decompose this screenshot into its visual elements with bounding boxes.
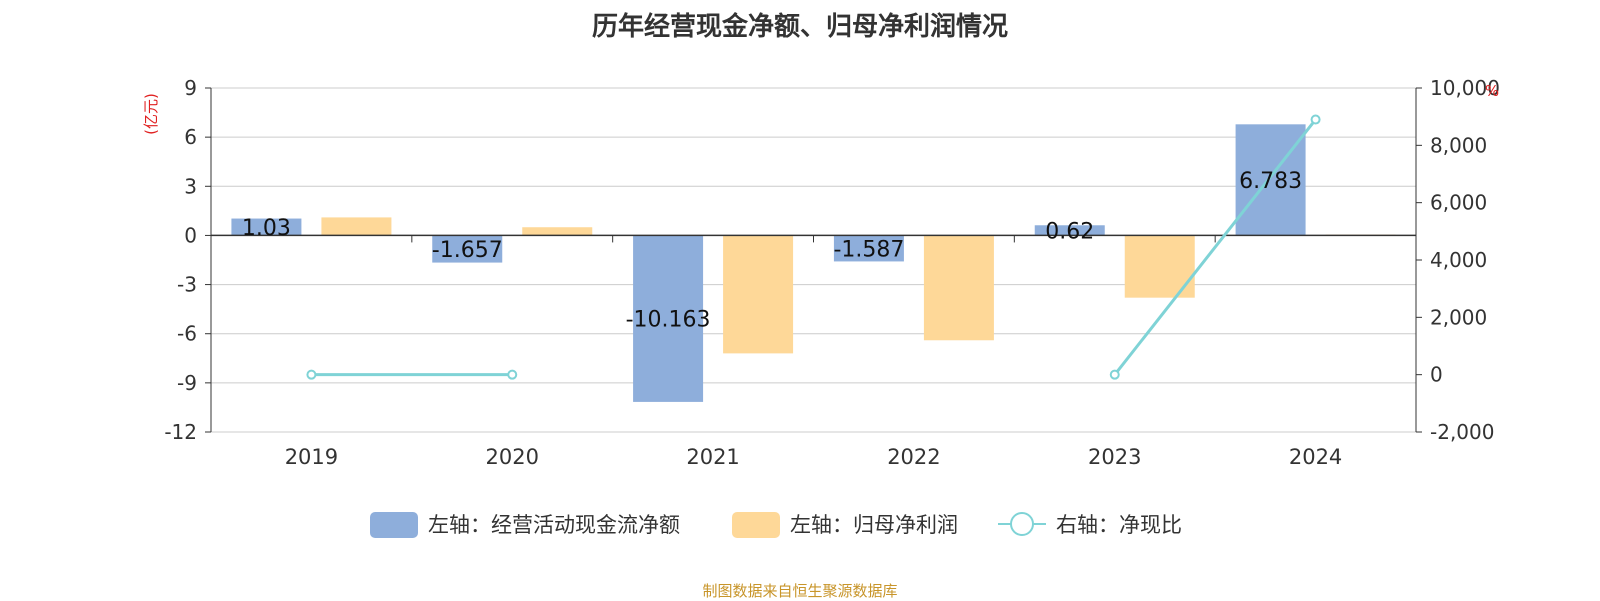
right-tick-label: 8,000 [1430,133,1487,157]
category-label: 2023 [1088,445,1141,469]
legend: 左轴：经营活动现金流净额 左轴：归母净利润 右轴：净现比 [370,512,1182,538]
right-tick-label: -2,000 [1430,420,1494,444]
left-tick-label: 6 [184,125,197,149]
category-label: 2022 [887,445,940,469]
cashflow-bar [833,235,904,262]
right-tick-label: 10,000 [1430,76,1500,100]
cashflow-data-label: -1.657 [432,238,503,263]
category-label: 2020 [486,445,539,469]
left-tick-label: 9 [184,76,197,100]
left-tick-label: 0 [184,223,197,247]
ratio-point [1109,369,1120,380]
net-profit-bar [522,227,593,236]
ratio-line [306,114,1321,380]
cashflow-data-label: 1.03 [242,216,291,241]
cashflow-bar [231,218,302,236]
ratio-point [1310,114,1321,125]
cashflow-data-label: 6.783 [1239,169,1302,194]
ratio-point [507,369,518,380]
legend-label: 左轴：经营活动现金流净额 [428,513,680,537]
axes: 9 6 3 0 -3 -6 -9 -12 10,000 8,000 6,000 4,000 2,000 0… [142,76,1500,469]
left-tick-label: -6 [177,322,197,346]
net-profit-bar [723,235,794,354]
cashflow-data-label: 0.62 [1045,219,1094,244]
legend-swatch [732,512,780,538]
left-axis-unit: (亿元) [142,93,160,135]
legend-swatch [370,512,418,538]
category-label: 2019 [285,445,338,469]
cashflow-bar [1235,124,1306,236]
right-tick-label: 6,000 [1430,191,1487,215]
source-note: 制图数据来自恒生聚源数据库 [702,582,898,600]
ratio-line-segment [1113,118,1317,376]
chart-title: 历年经营现金净额、归母净利润情况 [591,12,1008,42]
legend-label: 左轴：归母净利润 [790,513,958,537]
cashflow-data-label: -10.163 [626,308,711,333]
legend-label: 右轴：净现比 [1056,513,1182,537]
cashflow-bar [432,235,503,263]
chart-area: 9 6 3 0 -3 -6 -9 -12 10,000 8,000 6,000 4,000 2,000 0… [142,76,1500,538]
grid-lines [211,87,1416,433]
data-labels: 1.03 -1.657 -10.163 -1.587 0.62 6.783 [242,169,1302,333]
left-tick-label: 3 [184,174,197,198]
left-tick-label: -9 [177,371,197,395]
legend-point-swatch [1010,512,1034,536]
right-tick-label: 4,000 [1430,248,1487,272]
category-label: 2024 [1289,445,1342,469]
bars [231,124,1396,402]
cashflow-data-label: -1.587 [833,237,904,262]
right-tick-label: 0 [1430,363,1443,387]
cashflow-bar [633,235,704,402]
ratio-point [306,369,317,380]
cashflow-bar [1034,225,1105,236]
right-axis-unit: % [1485,82,1499,100]
left-tick-label: -3 [177,273,197,297]
category-label: 2021 [686,445,739,469]
net-profit-bar [321,217,392,236]
left-tick-label: -12 [164,420,197,444]
right-tick-label: 2,000 [1430,305,1487,329]
net-profit-bar [923,235,994,341]
